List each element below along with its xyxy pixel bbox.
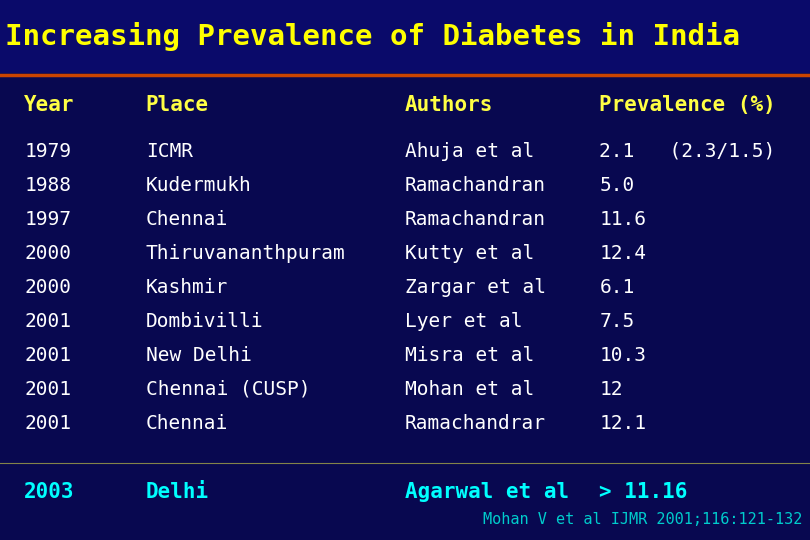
Text: 2001: 2001 bbox=[24, 346, 71, 365]
Text: Place: Place bbox=[146, 95, 209, 116]
Text: Chennai: Chennai bbox=[146, 414, 228, 433]
Text: Ramachandran: Ramachandran bbox=[405, 210, 546, 229]
Text: Kashmir: Kashmir bbox=[146, 278, 228, 297]
Text: Ahuja et al: Ahuja et al bbox=[405, 141, 535, 161]
Text: 2001: 2001 bbox=[24, 312, 71, 331]
Text: 1979: 1979 bbox=[24, 141, 71, 161]
Text: 5.0: 5.0 bbox=[599, 176, 635, 195]
Text: Thiruvananthpuram: Thiruvananthpuram bbox=[146, 244, 346, 263]
Text: 12: 12 bbox=[599, 380, 623, 399]
Text: Dombivilli: Dombivilli bbox=[146, 312, 263, 331]
Text: 2001: 2001 bbox=[24, 380, 71, 399]
Text: 12.1: 12.1 bbox=[599, 414, 646, 433]
Text: Delhi: Delhi bbox=[146, 482, 209, 503]
Text: Lyer et al: Lyer et al bbox=[405, 312, 522, 331]
Text: 2000: 2000 bbox=[24, 278, 71, 297]
Text: 2003: 2003 bbox=[24, 482, 75, 503]
Text: Chennai: Chennai bbox=[146, 210, 228, 229]
Text: Agarwal et al: Agarwal et al bbox=[405, 482, 569, 503]
Text: Mohan V et al IJMR 2001;116:121-132: Mohan V et al IJMR 2001;116:121-132 bbox=[483, 511, 802, 526]
Text: ICMR: ICMR bbox=[146, 141, 193, 161]
Text: Year: Year bbox=[24, 95, 75, 116]
Text: 1988: 1988 bbox=[24, 176, 71, 195]
Text: 6.1: 6.1 bbox=[599, 278, 635, 297]
Text: 1997: 1997 bbox=[24, 210, 71, 229]
Bar bbox=[0, 0, 810, 73]
Text: 11.6: 11.6 bbox=[599, 210, 646, 229]
Text: Mohan et al: Mohan et al bbox=[405, 380, 535, 399]
Text: Prevalence (%): Prevalence (%) bbox=[599, 95, 776, 116]
Text: Misra et al: Misra et al bbox=[405, 346, 535, 365]
Text: > 11.16: > 11.16 bbox=[599, 482, 688, 503]
Text: 7.5: 7.5 bbox=[599, 312, 635, 331]
Text: 2001: 2001 bbox=[24, 414, 71, 433]
Text: New Delhi: New Delhi bbox=[146, 346, 252, 365]
Text: Ramachandran: Ramachandran bbox=[405, 176, 546, 195]
Text: Authors: Authors bbox=[405, 95, 493, 116]
Text: Zargar et al: Zargar et al bbox=[405, 278, 546, 297]
Text: 10.3: 10.3 bbox=[599, 346, 646, 365]
Text: Increasing Prevalence of Diabetes in India: Increasing Prevalence of Diabetes in Ind… bbox=[5, 22, 740, 51]
Text: 2.1   (2.3/1.5): 2.1 (2.3/1.5) bbox=[599, 141, 776, 161]
Text: Ramachandrar: Ramachandrar bbox=[405, 414, 546, 433]
Text: Kutty et al: Kutty et al bbox=[405, 244, 535, 263]
Text: 12.4: 12.4 bbox=[599, 244, 646, 263]
Text: Chennai (CUSP): Chennai (CUSP) bbox=[146, 380, 310, 399]
Text: 2000: 2000 bbox=[24, 244, 71, 263]
Text: Kudermukh: Kudermukh bbox=[146, 176, 252, 195]
